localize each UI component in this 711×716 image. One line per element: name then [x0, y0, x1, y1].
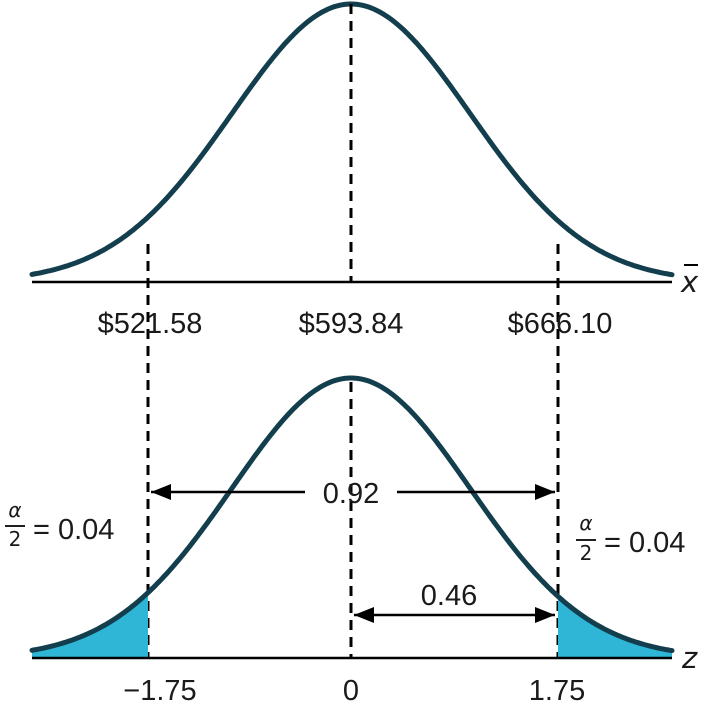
right-alpha-denominator: 2 — [580, 541, 593, 565]
bottom-tick-label: 1.75 — [529, 675, 585, 707]
left-tail-value: = 0.04 — [33, 514, 114, 546]
half-width-label: 0.46 — [421, 580, 477, 612]
left-alpha-numerator: α — [8, 498, 21, 522]
right-tail-shaded-area — [558, 596, 672, 658]
left-tail-shaded-area — [32, 592, 148, 658]
top-tick-label: $666.10 — [508, 308, 613, 340]
bottom-axis-variable: z — [681, 641, 698, 675]
top-tick-label: $593.84 — [299, 308, 404, 340]
bottom-bell-curve — [29, 375, 675, 654]
left-alpha-denominator: 2 — [9, 527, 22, 551]
right-tail-value: = 0.04 — [604, 527, 685, 559]
top-tick-label: $521.58 — [98, 308, 203, 340]
middle-area-label: 0.92 — [323, 478, 379, 510]
top-axis-variable: x — [680, 265, 699, 299]
bottom-tick-label: −1.75 — [123, 675, 196, 707]
right-alpha-numerator: α — [579, 511, 592, 535]
bottom-tick-label: 0 — [343, 675, 359, 707]
